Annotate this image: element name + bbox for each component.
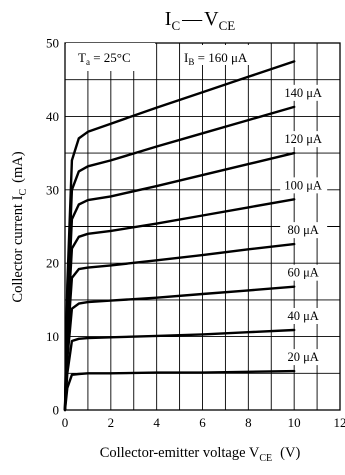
chart-title-vce: V	[204, 8, 219, 30]
curve-label: 100 μA	[284, 178, 322, 192]
ib-label: IB = 160 μA	[184, 50, 248, 67]
chart-title-ic-sub: C	[171, 18, 180, 33]
chart-title: IC—VCE	[165, 8, 235, 33]
x-tick-label: 10	[288, 415, 301, 430]
y-axis-label: Collector current IC(mA)	[10, 151, 29, 302]
ib-annotation: IB = 160 μA	[181, 45, 267, 67]
curve-labels: 20 μA 40 μA 60 μA 80 μA 100 μA 120 μA 140 μA	[280, 85, 327, 365]
curve-label: 20 μA	[287, 350, 318, 364]
curve-label: 40 μA	[287, 309, 318, 323]
chart-title-vce-sub: CE	[219, 18, 236, 33]
ta-annotation: Ta = 25°C	[66, 43, 155, 71]
x-tick-label: 12	[334, 415, 345, 430]
x-axis-label: Collector-emitter voltage VCE(V)	[100, 445, 301, 464]
y-tick-label: 20	[46, 256, 59, 271]
x-tick-label: 2	[108, 415, 115, 430]
x-tick-label: 0	[62, 415, 69, 430]
curve-label: 140 μA	[284, 86, 322, 100]
ta-label: Ta = 25°C	[78, 50, 131, 67]
y-tick-label: 10	[46, 329, 59, 344]
curve-label: 120 μA	[284, 132, 322, 146]
y-tick-label: 30	[46, 182, 59, 197]
chart-title-ic: I	[165, 8, 172, 30]
x-tick-label: 4	[153, 415, 160, 430]
chart-title-dash: —	[181, 8, 203, 30]
x-tick-label: 6	[199, 415, 206, 430]
y-tick-label: 0	[53, 403, 60, 418]
x-tick-label: 8	[245, 415, 252, 430]
curve-label: 60 μA	[287, 266, 318, 280]
y-tick-label: 40	[46, 109, 59, 124]
curve-label: 80 μA	[287, 223, 318, 237]
y-tick-label: 50	[46, 36, 59, 51]
